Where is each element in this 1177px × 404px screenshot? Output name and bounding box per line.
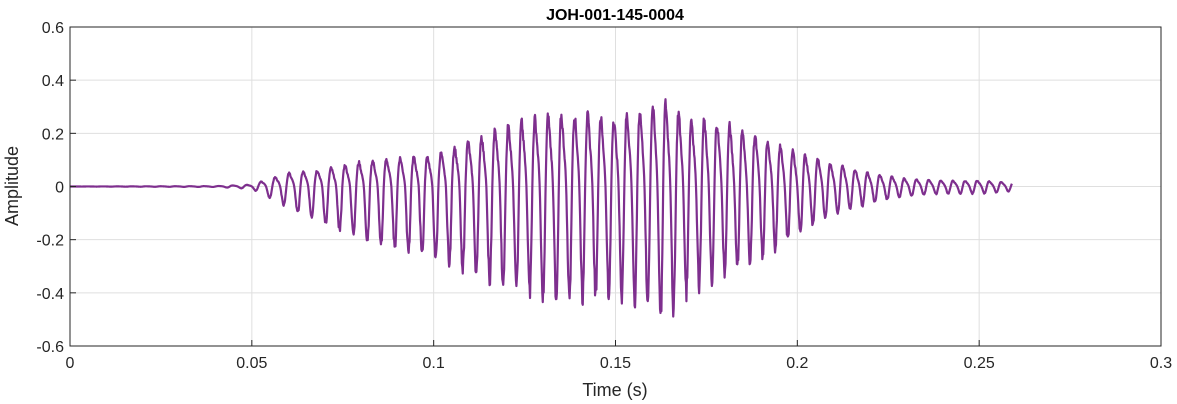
y-tick-label: -0.6 — [36, 339, 64, 356]
y-tick-label: -0.4 — [36, 286, 64, 303]
x-tick-label: 0.2 — [786, 355, 808, 372]
x-tick-label: 0.25 — [964, 355, 995, 372]
x-tick-label: 0.1 — [423, 355, 445, 372]
ticks: 0 0.05 0.1 0.15 0.2 0.25 0.3 0.6 0.4 0.2 0 -0.2 -0.4… — [36, 20, 1172, 372]
waveform-line — [69, 98, 1013, 318]
x-tick-label: 0.3 — [1150, 355, 1172, 372]
y-axis-label: Amplitude — [2, 146, 22, 226]
plot-area — [69, 98, 1013, 318]
x-tick-label: 0 — [66, 355, 75, 372]
y-tick-label: -0.2 — [36, 233, 64, 250]
y-tick-label: 0.2 — [42, 126, 64, 143]
x-tick-label: 0.05 — [236, 355, 267, 372]
x-axis-label: Time (s) — [582, 380, 647, 400]
y-tick-label: 0.6 — [42, 20, 64, 37]
y-tick-label: 0.4 — [42, 73, 64, 90]
y-tick-label: 0 — [55, 180, 64, 197]
x-tick-label: 0.15 — [600, 355, 631, 372]
chart-title: JOH-001-145-0004 — [546, 7, 684, 24]
